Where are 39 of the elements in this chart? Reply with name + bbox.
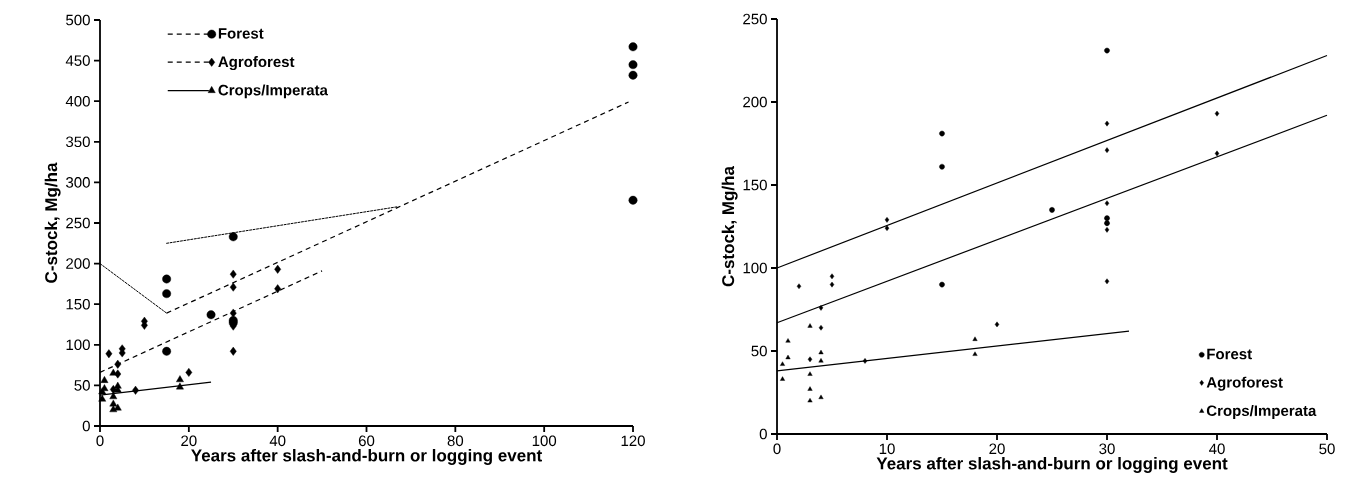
y-tick-label: 150: [743, 179, 767, 191]
y-tick-label: 0: [82, 420, 90, 432]
x-tick-label: 120: [621, 435, 645, 447]
x-tick-label: 0: [773, 443, 781, 455]
x-tick-label: 80: [447, 435, 464, 447]
y-tick-label: 500: [66, 14, 90, 26]
legend-label: Agroforest: [218, 56, 295, 71]
y-tick-label: 250: [743, 13, 767, 25]
y-tick-label: 300: [66, 177, 90, 188]
legend-label: Forest: [218, 28, 264, 39]
legend-label: Crops/Imperata: [218, 84, 328, 99]
y-tick-label: 100: [743, 262, 767, 274]
x-tick-label: 10: [879, 443, 895, 455]
y-tick-label: 200: [743, 96, 767, 108]
legend-label: Forest: [1207, 348, 1252, 360]
x-tick-label: 60: [358, 435, 375, 447]
y-tick-label: 50: [751, 345, 767, 357]
x-tick-label: 30: [1099, 443, 1115, 455]
legend-label: Agroforest: [1206, 376, 1283, 391]
x-axis-title: Years after slash-and-burn or logging event: [876, 456, 1228, 473]
y-tick-label: 250: [66, 217, 90, 229]
x-tick-label: 20: [181, 435, 197, 447]
x-tick-label: 50: [1319, 443, 1335, 455]
x-tick-label: 40: [269, 435, 286, 447]
x-tick-label: 20: [989, 443, 1005, 455]
y-axis-title: C-stock, Mg/ha: [44, 162, 61, 283]
x-tick-label: 0: [96, 435, 104, 447]
y-tick-label: 350: [66, 136, 90, 148]
y-tick-label: 400: [65, 95, 90, 107]
y-tick-label: 450: [65, 55, 90, 66]
x-tick-label: 40: [1209, 443, 1225, 455]
x-tick-label: 100: [532, 435, 557, 447]
x-axis-title: Years after slash-and-burn or logging event: [191, 448, 542, 465]
y-tick-label: 50: [74, 380, 90, 391]
y-tick-label: 100: [66, 339, 90, 351]
y-tick-label: 200: [66, 258, 90, 269]
y-axis-title: C-stock, Mg/ha: [721, 165, 738, 287]
legend-label: Crops/Imperata: [1206, 404, 1317, 419]
y-tick-label: 150: [66, 298, 90, 310]
